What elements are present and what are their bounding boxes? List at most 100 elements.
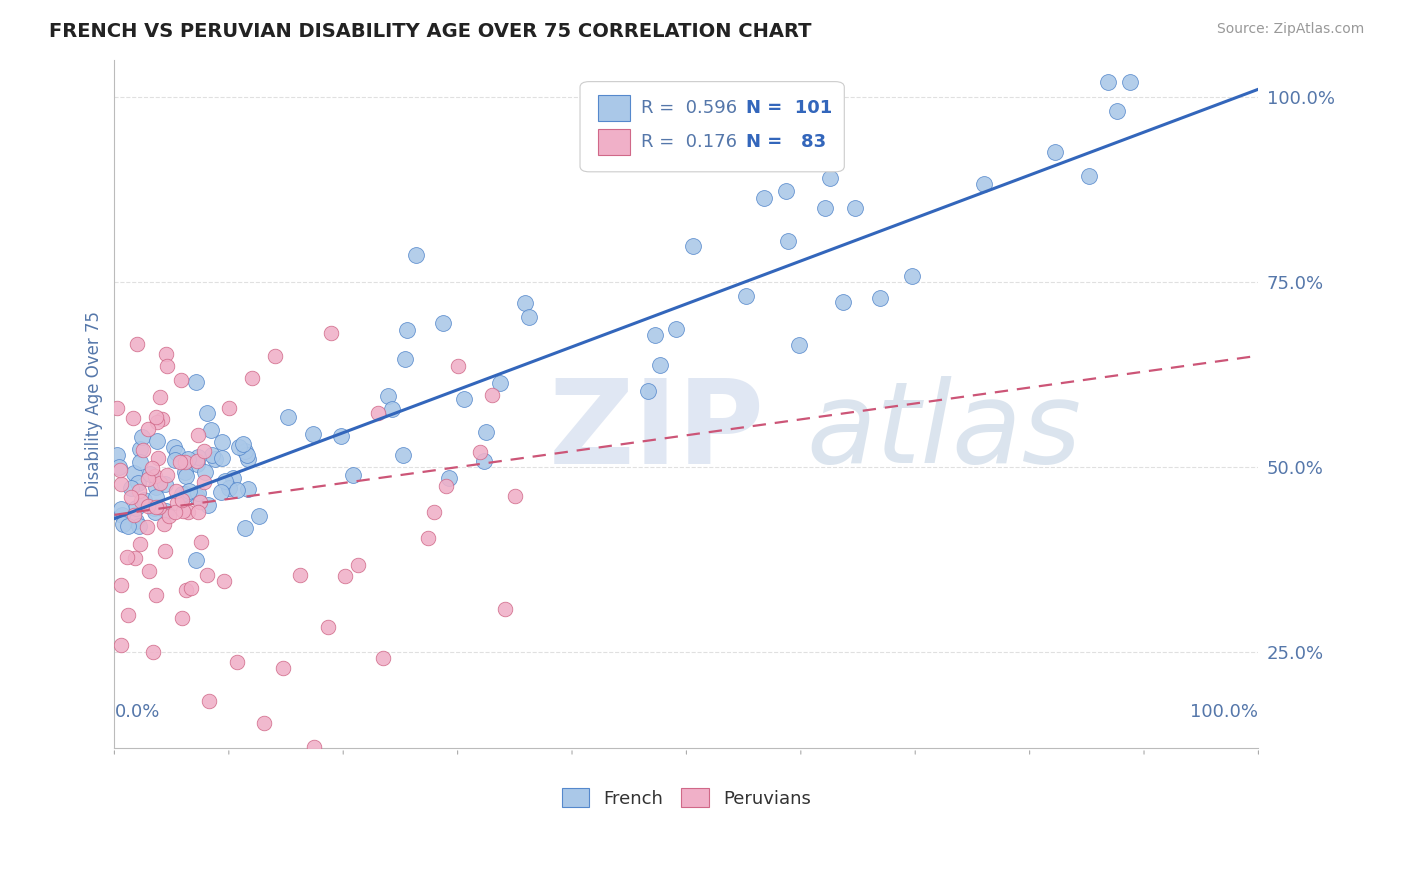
Point [146,451,169,466]
Point [754,191,776,205]
Point [187,486,209,500]
Point [391,448,413,462]
Point [177,505,200,519]
Point [156,359,179,374]
Point [122,466,145,480]
Point [179,483,201,498]
Point [489,376,512,391]
Point [776,234,799,248]
Point [253,716,276,731]
Point [157,509,180,524]
Point [377,388,399,402]
Point [112,516,135,531]
Point [475,425,498,439]
Point [321,326,343,341]
Point [218,401,240,415]
Point [173,455,195,469]
Point [233,521,256,535]
Point [138,472,160,486]
Point [155,347,177,361]
Point [187,505,209,519]
Point [146,415,169,429]
Legend: French, Peruvians: French, Peruvians [555,780,818,814]
Point [127,476,149,491]
Text: atlas: atlas [807,376,1081,487]
Point [422,505,444,519]
Point [236,452,259,467]
Point [165,483,187,498]
FancyBboxPatch shape [581,82,844,172]
Point [190,535,212,549]
Point [844,201,866,215]
Point [132,493,155,508]
Point [198,693,221,707]
Point [650,358,672,372]
Point [150,411,173,425]
Point [122,411,145,425]
Point [148,500,170,515]
Point [143,501,166,516]
Point [271,661,294,675]
Point [169,373,191,387]
Point [214,474,236,488]
Point [176,486,198,500]
Point [174,465,197,479]
Point [169,455,191,469]
Point [228,440,250,454]
Point [184,375,207,389]
Point [211,434,233,449]
Point [172,504,194,518]
Point [901,268,924,283]
Point [132,442,155,457]
Point [128,455,150,469]
Point [346,558,368,573]
Point [136,422,159,436]
Point [204,451,226,466]
Point [481,388,503,402]
Point [153,476,176,491]
Point [139,467,162,481]
Point [416,531,439,545]
Point [1077,169,1099,183]
Point [138,564,160,578]
Point [110,463,132,477]
Point [105,401,128,416]
Text: ZIP: ZIP [550,374,765,489]
Text: N =  101: N = 101 [747,99,832,117]
Text: 0.0%: 0.0% [114,703,160,722]
Point [152,516,174,531]
Point [194,465,217,479]
Point [155,504,177,518]
Point [1105,104,1128,119]
Point [437,471,460,485]
FancyBboxPatch shape [599,95,630,121]
Y-axis label: Disability Age Over 75: Disability Age Over 75 [86,310,103,497]
Point [145,410,167,425]
Point [110,638,132,652]
Point [195,567,218,582]
Point [180,582,202,596]
Point [172,493,194,508]
Point [775,184,797,198]
Point [110,578,132,592]
Point [211,450,233,465]
Point [197,498,219,512]
Point [973,177,995,191]
Point [330,428,353,442]
Point [145,588,167,602]
Point [143,505,166,519]
Point [115,550,138,565]
Point [117,518,139,533]
Point [373,651,395,665]
FancyBboxPatch shape [599,129,630,155]
Point [453,392,475,407]
Point [236,482,259,496]
Point [117,607,139,622]
Point [787,338,810,352]
Point [149,390,172,404]
Point [395,323,418,337]
Point [232,437,254,451]
Point [820,171,842,186]
Point [1043,145,1066,160]
Point [108,459,131,474]
